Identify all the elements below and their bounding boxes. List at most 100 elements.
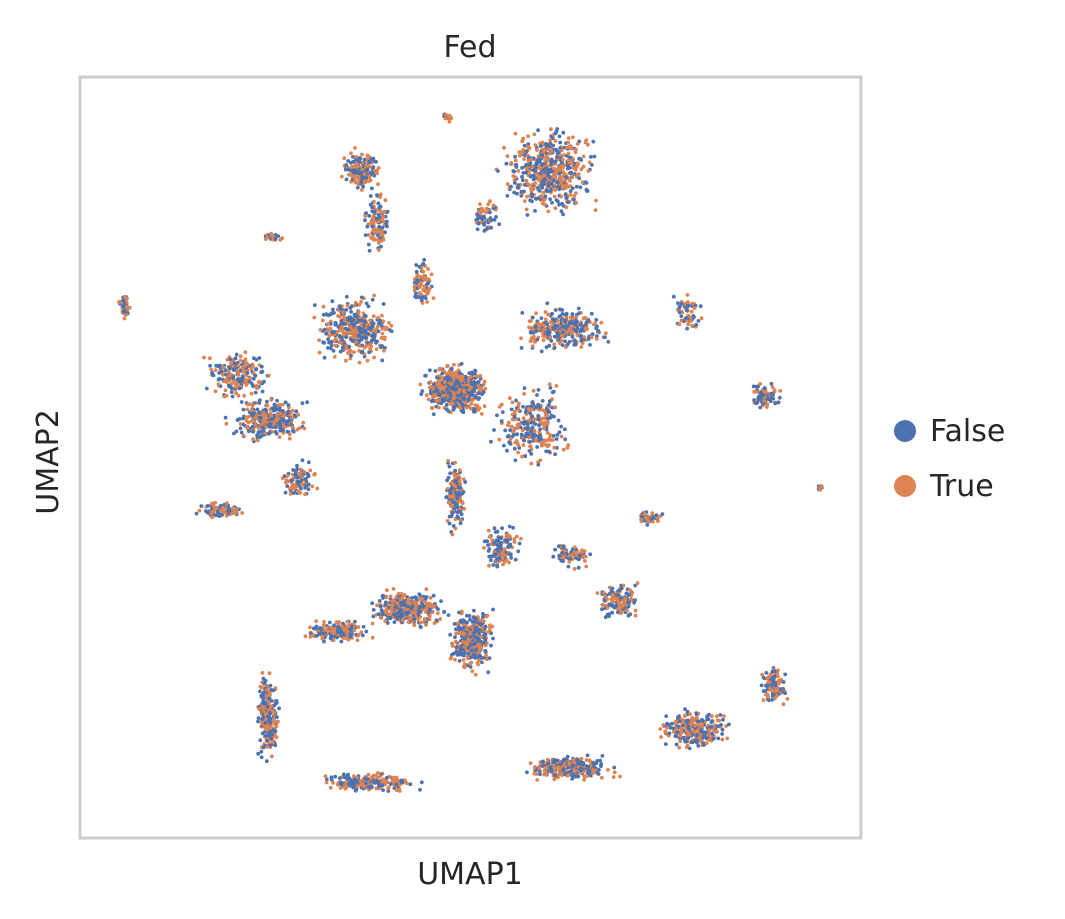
point-false xyxy=(534,405,538,410)
point-true xyxy=(476,662,480,667)
point-false xyxy=(482,641,486,645)
point-true xyxy=(288,491,293,496)
point-false xyxy=(574,184,579,189)
point-true xyxy=(290,408,295,413)
point-false xyxy=(254,367,259,371)
point-true xyxy=(561,165,565,170)
point-false xyxy=(454,645,459,650)
point-false xyxy=(417,607,421,611)
point-false xyxy=(570,776,575,781)
point-false xyxy=(539,316,544,320)
point-false xyxy=(572,172,577,176)
point-false xyxy=(783,672,788,677)
point-true xyxy=(758,382,762,386)
point-false xyxy=(540,764,545,768)
point-true xyxy=(449,382,454,386)
point-false xyxy=(349,632,354,637)
point-false xyxy=(769,381,774,386)
point-false xyxy=(421,605,426,609)
point-false xyxy=(344,335,349,339)
point-true xyxy=(441,387,446,391)
point-true xyxy=(678,734,683,739)
point-false xyxy=(339,630,344,635)
point-false xyxy=(523,454,528,459)
point-true xyxy=(318,328,323,332)
point-true xyxy=(659,735,663,739)
point-false xyxy=(571,763,576,768)
point-true xyxy=(464,405,469,410)
point-true xyxy=(547,151,552,156)
point-false xyxy=(420,389,425,393)
point-true xyxy=(264,424,268,429)
point-false xyxy=(573,322,578,327)
point-false xyxy=(560,201,564,206)
point-true xyxy=(356,625,361,629)
point-true xyxy=(674,727,679,732)
point-false xyxy=(554,148,559,153)
point-false xyxy=(326,313,330,317)
point-true xyxy=(720,737,725,742)
point-true xyxy=(297,471,302,476)
point-false xyxy=(289,478,294,483)
point-true xyxy=(619,610,624,614)
point-false xyxy=(690,740,694,745)
point-false xyxy=(545,301,550,306)
point-false xyxy=(505,448,509,453)
point-false xyxy=(512,414,517,419)
point-true xyxy=(197,508,202,513)
point-false xyxy=(540,759,545,764)
point-true xyxy=(209,367,214,372)
point-false xyxy=(464,385,469,390)
point-false xyxy=(270,732,274,737)
point-false xyxy=(546,183,551,188)
point-true xyxy=(368,318,372,323)
point-true xyxy=(546,209,551,214)
point-false xyxy=(371,608,376,612)
point-false xyxy=(286,403,291,407)
point-true xyxy=(401,617,405,622)
point-true xyxy=(532,428,537,433)
point-true xyxy=(609,597,614,601)
point-true xyxy=(566,136,571,141)
point-false xyxy=(273,424,278,429)
point-true xyxy=(566,140,571,145)
point-true xyxy=(488,623,492,628)
point-false xyxy=(434,618,439,622)
point-false xyxy=(234,429,239,434)
point-true xyxy=(481,619,486,623)
point-true xyxy=(553,139,558,143)
point-false xyxy=(418,787,422,792)
point-true xyxy=(545,159,549,164)
point-false xyxy=(559,209,564,214)
point-true xyxy=(238,422,243,426)
point-true xyxy=(265,688,270,692)
point-false xyxy=(473,395,478,399)
point-true xyxy=(535,171,540,176)
point-false xyxy=(332,330,337,334)
point-false xyxy=(256,719,260,724)
point-false xyxy=(667,731,672,736)
point-true xyxy=(254,384,259,388)
point-true xyxy=(561,170,566,174)
point-true xyxy=(345,303,350,308)
point-true xyxy=(240,511,245,515)
point-true xyxy=(583,326,588,330)
point-false xyxy=(393,605,398,610)
point-true xyxy=(560,772,564,776)
point-false xyxy=(231,375,236,379)
point-true xyxy=(234,391,239,396)
point-false xyxy=(270,406,275,411)
point-true xyxy=(282,425,287,430)
point-true xyxy=(424,587,429,592)
point-true xyxy=(447,500,452,505)
point-false xyxy=(340,338,345,342)
point-false xyxy=(512,446,517,451)
point-false xyxy=(612,765,617,770)
point-false xyxy=(683,707,687,711)
point-true xyxy=(437,398,442,403)
point-false xyxy=(424,595,429,599)
point-true xyxy=(414,600,419,605)
point-false xyxy=(284,419,289,424)
point-false xyxy=(428,368,432,373)
point-true xyxy=(781,702,786,707)
